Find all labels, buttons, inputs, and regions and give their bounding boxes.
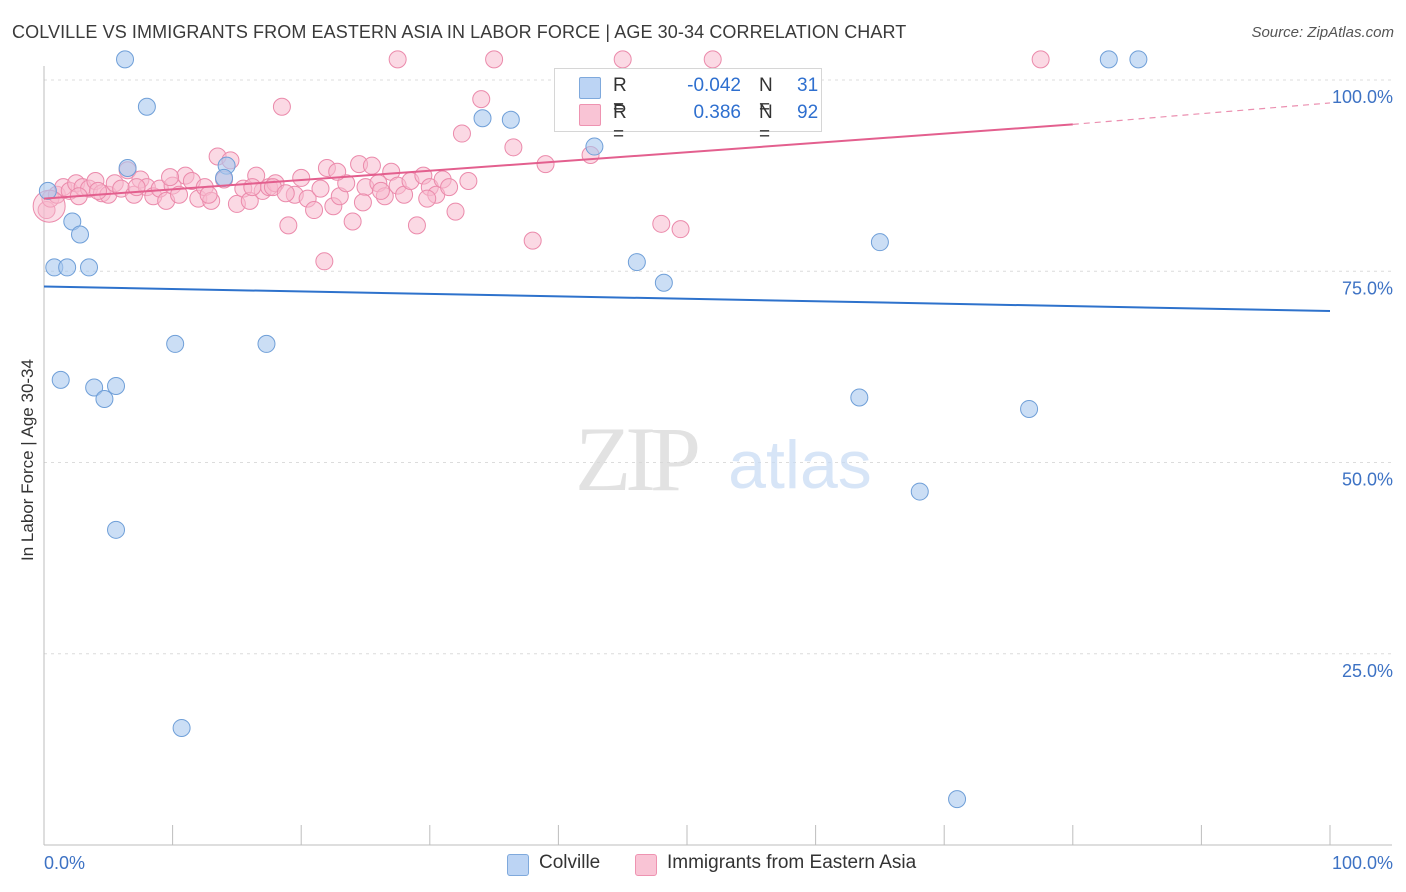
eastern-asia-point — [353, 193, 372, 212]
eastern-asia-point — [170, 185, 189, 204]
eastern-asia-point — [305, 201, 324, 220]
eastern-asia-point — [452, 124, 471, 143]
y-tick-label: 25.0% — [1342, 661, 1393, 681]
eastern-asia-point — [161, 168, 180, 187]
colville-point — [107, 377, 126, 395]
colville-point — [654, 273, 673, 292]
eastern-asia-legend-label: Immigrants from Eastern Asia — [667, 852, 917, 873]
series-eastern-asia-points — [32, 50, 1050, 271]
eastern-asia-point — [536, 155, 555, 174]
eastern-asia-point — [371, 181, 390, 200]
eastern-asia-trend-extension — [1072, 102, 1331, 125]
colville-point — [85, 378, 104, 397]
n-label: N = — [759, 102, 773, 145]
stats-legend: R = -0.042 N = 31 R = 0.386 N = 92 — [554, 68, 822, 145]
colville-legend-swatch — [507, 854, 529, 876]
colville-point — [71, 225, 90, 244]
watermark-atlas: atlas — [728, 427, 872, 503]
r-label: R = — [613, 102, 627, 145]
eastern-asia-point — [279, 216, 298, 235]
trend-lines — [43, 102, 1331, 313]
colville-point — [107, 520, 126, 539]
eastern-asia-point — [407, 216, 426, 235]
eastern-asia-point — [504, 138, 523, 157]
eastern-asia-point — [418, 189, 437, 208]
colville-point — [118, 158, 137, 177]
tick-labels: 25.0% 50.0% 75.0% 100.0% 0.0% 100.0% — [44, 87, 1393, 873]
eastern-asia-trend-line — [43, 123, 1073, 200]
gridlines — [44, 79, 1392, 655]
y-tick-label: 75.0% — [1342, 278, 1393, 298]
r-value: 0.386 — [693, 102, 741, 123]
eastern-asia-point — [388, 50, 407, 69]
eastern-asia-point — [459, 171, 478, 190]
eastern-asia-point — [1031, 50, 1050, 69]
eastern-asia-point — [328, 162, 347, 181]
colville-point — [870, 233, 889, 252]
colville-point — [38, 181, 57, 200]
colville-point — [116, 50, 135, 69]
colville-point — [1129, 50, 1148, 69]
series-legend: Colville Immigrants from Eastern Asia — [0, 852, 1406, 878]
source-label: Source: ZipAtlas.com — [1251, 24, 1394, 41]
eastern-asia-point — [276, 184, 295, 203]
eastern-asia-point — [671, 220, 690, 239]
eastern-asia-point — [315, 252, 334, 271]
eastern-asia-point — [485, 50, 504, 69]
colville-point — [1099, 50, 1118, 69]
r-value: -0.042 — [687, 75, 741, 96]
colville-point — [257, 334, 276, 353]
colville-point — [58, 258, 77, 277]
eastern-asia-point — [440, 178, 459, 197]
colville-point — [948, 790, 967, 809]
colville-point — [910, 482, 929, 501]
colville-point — [137, 97, 156, 116]
eastern-asia-point — [272, 97, 291, 116]
n-label: N = — [759, 75, 773, 118]
colville-point — [215, 168, 234, 187]
y-tick-label: 100.0% — [1332, 87, 1393, 107]
x-tick-label: 100.0% — [1332, 853, 1393, 873]
eastern-asia-point — [703, 50, 722, 69]
eastern-asia-legend-swatch — [635, 854, 657, 876]
eastern-asia-point — [652, 214, 671, 233]
eastern-asia-point — [446, 202, 465, 221]
colville-point — [166, 334, 185, 353]
r-label: R = — [613, 75, 627, 118]
eastern-asia-point — [199, 185, 218, 204]
x-tick-label: 0.0% — [44, 853, 85, 873]
n-value: 31 — [797, 75, 819, 96]
eastern-asia-point — [613, 50, 632, 69]
eastern-asia-point — [311, 179, 330, 198]
colville-trend-line — [43, 285, 1331, 313]
eastern-asia-point — [472, 90, 491, 109]
eastern-asia-point — [89, 181, 108, 200]
colville-point — [51, 370, 70, 389]
eastern-asia-point — [343, 212, 362, 231]
eastern-asia-point — [362, 156, 381, 175]
eastern-asia-point — [523, 231, 542, 250]
y-tick-label: 50.0% — [1342, 470, 1393, 490]
eastern-asia-point — [292, 168, 311, 187]
colville-point — [501, 110, 520, 129]
colville-point — [172, 718, 191, 737]
eastern-asia-point — [243, 178, 262, 197]
y-axis-label: In Labor Force | Age 30-34 — [18, 359, 37, 561]
colville-point — [585, 137, 604, 156]
chart-title: COLVILLE VS IMMIGRANTS FROM EASTERN ASIA… — [12, 22, 907, 42]
n-value: 92 — [797, 102, 819, 123]
colville-swatch — [579, 77, 601, 99]
eastern-asia-swatch — [579, 104, 601, 126]
watermark: ZIP — [575, 408, 698, 510]
colville-point — [473, 109, 492, 128]
colville-point — [627, 253, 646, 272]
series-colville-points — [38, 50, 1148, 809]
colville-point — [1020, 399, 1039, 418]
colville-legend-label: Colville — [539, 852, 601, 873]
colville-point — [80, 258, 99, 277]
colville-point — [95, 390, 114, 409]
colville-point — [850, 388, 869, 407]
